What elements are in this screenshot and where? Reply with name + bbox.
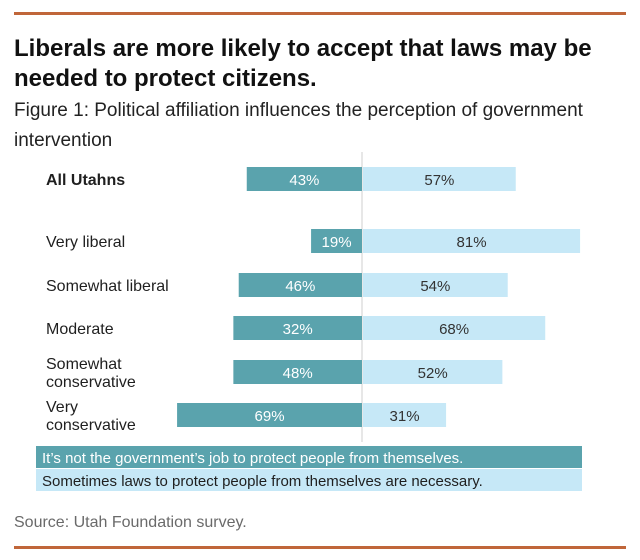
source-note: Source: Utah Foundation survey.: [14, 514, 247, 532]
value-label-right: 68%: [439, 321, 469, 338]
value-label-left: 48%: [283, 365, 313, 382]
category-label: All Utahns: [46, 172, 125, 189]
category-label: conservative: [46, 417, 136, 434]
category-label: Very liberal: [46, 234, 125, 251]
value-label-left: 19%: [322, 234, 352, 251]
category-label: Somewhat: [46, 356, 122, 373]
category-label: conservative: [46, 374, 136, 391]
category-label: Moderate: [46, 321, 114, 338]
value-label-right: 52%: [418, 365, 448, 382]
category-label: Very: [46, 399, 78, 416]
value-label-left: 32%: [283, 321, 313, 338]
value-label-right: 31%: [390, 408, 420, 425]
legend-label-laws-necessary: Sometimes laws to protect people from th…: [42, 473, 483, 490]
legend-label-not-govt-job: It’s not the government’s job to protect…: [42, 450, 463, 467]
value-label-right: 57%: [424, 172, 454, 189]
value-label-right: 54%: [420, 278, 450, 295]
value-label-left: 46%: [285, 278, 315, 295]
value-label-left: 69%: [255, 408, 285, 425]
bottom-rule: [14, 546, 626, 549]
category-label: Somewhat liberal: [46, 278, 169, 295]
bar-chart: 43% 57% All Utahns 19% 81% Very liberal 46% 54%…: [0, 0, 640, 560]
value-label-left: 43%: [289, 172, 319, 189]
value-label-right: 81%: [457, 234, 487, 251]
